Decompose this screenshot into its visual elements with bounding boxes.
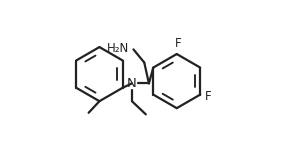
Text: H₂N: H₂N [107, 42, 130, 55]
Text: F: F [175, 37, 182, 50]
Text: N: N [127, 77, 137, 90]
Text: F: F [205, 90, 212, 103]
